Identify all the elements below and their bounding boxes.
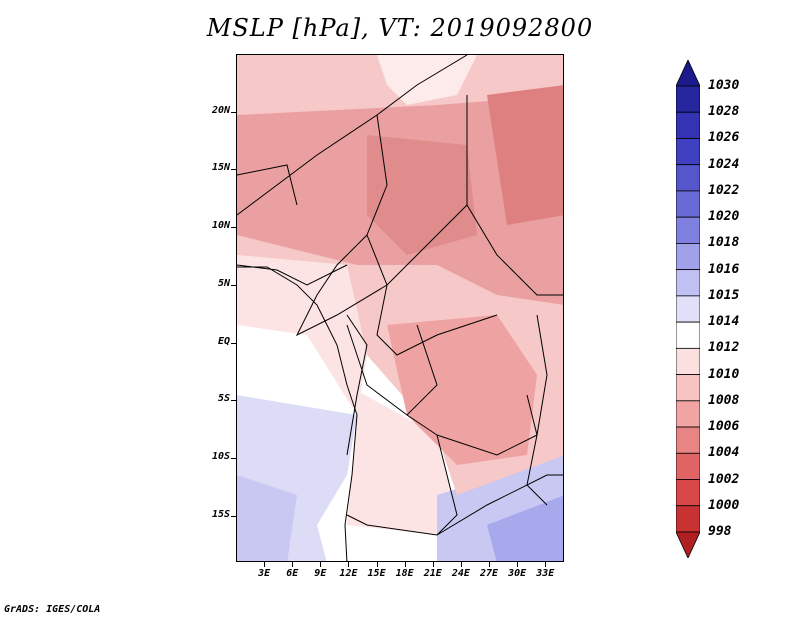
lat-tick [231, 400, 236, 402]
lon-tick [460, 562, 462, 567]
colorbar-band [676, 374, 700, 402]
colorbar-label: 1022 [708, 182, 740, 198]
colorbar-label: 1008 [708, 392, 740, 408]
deep-zone-chad [367, 135, 477, 255]
lat-label: 5N [217, 277, 230, 289]
lat-label: 15N [211, 162, 230, 174]
lon-tick [376, 562, 378, 567]
lon-tick [404, 562, 406, 567]
lon-label: 6E [286, 568, 299, 579]
colorbar-band [676, 505, 700, 533]
lat-tick [231, 227, 236, 229]
colorbar-band [676, 216, 700, 244]
lon-label: 24E [451, 568, 470, 579]
colorbar-label: 1004 [708, 445, 740, 461]
lat-label: 5S [217, 393, 230, 405]
lon-label: 12E [339, 568, 358, 579]
colorbar-label: 1030 [708, 78, 740, 93]
colorbar-band [676, 111, 700, 139]
coastline [237, 266, 358, 561]
colorbar-band [676, 452, 700, 480]
white-band [237, 325, 357, 415]
deep-zone-sudan [487, 85, 563, 225]
colorbar-band [676, 321, 700, 349]
lon-label: 9E [314, 568, 327, 579]
colorbar-label: 1018 [708, 235, 740, 251]
lon-label: 21E [423, 568, 442, 579]
colorbar-label: 1026 [708, 130, 740, 146]
lon-label: 18E [395, 568, 414, 579]
lon-tick [432, 562, 434, 567]
lavender-region-sw-deep [237, 475, 297, 561]
pink-zone-basin [387, 315, 537, 465]
colorbar-label: 1000 [708, 497, 740, 513]
lon-label: 33E [536, 568, 555, 579]
lon-tick [264, 562, 266, 567]
lon-label: 27E [479, 568, 499, 579]
colorbar-arrow-top [676, 60, 700, 87]
map-canvas [237, 55, 563, 561]
lat-tick [231, 169, 236, 171]
lat-label: 20N [211, 104, 230, 116]
country-borders [237, 55, 563, 536]
colorbar-band [676, 400, 700, 428]
lon-label: 30E [508, 568, 527, 579]
colorbar-label: 1006 [708, 419, 740, 435]
grads-credit: GrADS: IGES/COLA [4, 604, 101, 615]
pressure-map [236, 54, 564, 562]
colorbar-band [676, 295, 700, 323]
lon-tick [545, 562, 547, 567]
lon-tick [489, 562, 491, 567]
colorbar-band [676, 243, 700, 271]
colorbar-label: 1012 [708, 340, 740, 356]
colorbar-label: 1020 [708, 209, 740, 225]
lat-label: 15S [211, 508, 230, 520]
colorbar-band [676, 138, 700, 166]
colorbar-label: 998 [708, 524, 732, 539]
lon-label: 3E [258, 568, 271, 579]
colorbar-arrow-bottom [676, 531, 700, 558]
lon-tick [292, 562, 294, 567]
lat-label: 10N [211, 220, 230, 232]
pressure-colorbar [676, 60, 700, 558]
lat-tick [231, 515, 236, 517]
lat-tick [231, 284, 236, 286]
lon-tick [517, 562, 519, 567]
lon-label: 15E [367, 568, 386, 579]
colorbar-label: 1024 [708, 156, 740, 172]
lat-label: 10S [211, 451, 230, 463]
colorbar-band [676, 190, 700, 218]
lat-tick [231, 458, 236, 460]
colorbar-band [676, 426, 700, 454]
colorbar-label: 1028 [708, 104, 740, 120]
pale-patch-north [377, 55, 477, 105]
colorbar-band [676, 479, 700, 507]
colorbar-band [676, 85, 700, 113]
colorbar-label: 1002 [708, 471, 740, 487]
colorbar-band [676, 269, 700, 297]
pink-zone-south [347, 385, 457, 535]
colorbar-band [676, 164, 700, 192]
lon-tick [320, 562, 322, 567]
colorbar-label: 1014 [708, 314, 740, 330]
colorbar-band [676, 347, 700, 375]
pink-zone-coast [237, 255, 367, 415]
colorbar-label: 1016 [708, 261, 740, 277]
lat-tick [231, 111, 236, 113]
lat-label: EQ [217, 335, 230, 347]
colorbar-label: 1015 [708, 287, 740, 303]
colorbar-label: 1010 [708, 366, 740, 382]
lon-tick [348, 562, 350, 567]
lat-tick [231, 342, 236, 344]
map-title: MSLP [hPa], VT: 2019092800 [206, 14, 594, 42]
lavender-region-se-deep [487, 495, 563, 561]
